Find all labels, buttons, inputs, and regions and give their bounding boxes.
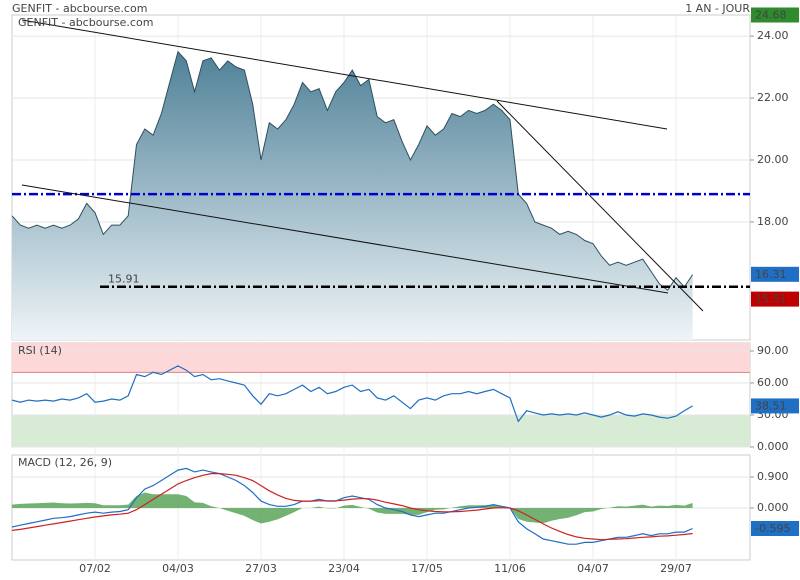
plot-layer <box>12 15 754 560</box>
y-tick-label: 0.000 <box>757 440 789 453</box>
x-tick-label: 04/07 <box>577 562 609 575</box>
chart-title: GENFIT - abcbourse.com <box>12 2 147 15</box>
indicator-line <box>12 473 693 541</box>
value-badge <box>751 266 799 282</box>
y-tick-label: 0.900 <box>757 470 789 483</box>
value-badge <box>751 291 799 307</box>
value-badge-label: -0.595 <box>755 522 790 535</box>
x-tick-label: 23/04 <box>328 562 360 575</box>
x-tick-label: 29/07 <box>660 562 692 575</box>
x-tick-label: 04/03 <box>162 562 194 575</box>
y-tick-label: 0.000 <box>757 501 789 514</box>
overlay-layer: 07/02 04/03 27/03 23/04 17/05 11/06 04/07 29/07… <box>18 7 799 575</box>
value-badge-label: 38.51 <box>755 399 787 412</box>
value-badge-label: 16.31 <box>755 268 787 281</box>
indicator-line <box>12 365 693 423</box>
value-badge-label: 24.68 <box>755 9 787 22</box>
histogram-area <box>12 492 693 524</box>
panel-title: RSI (14) <box>18 344 62 357</box>
indicator-line <box>12 467 693 545</box>
y-tick-label: 22.00 <box>757 91 789 104</box>
trend-lines <box>21 19 704 312</box>
x-tick-label: 07/02 <box>79 562 111 575</box>
value-badge <box>751 521 799 536</box>
price-area <box>12 51 693 340</box>
y-tick-label: 60.00 <box>757 376 789 389</box>
value-badge <box>751 7 799 23</box>
trend-line <box>496 100 704 312</box>
zone <box>12 415 750 447</box>
x-tick-label: 27/03 <box>245 562 277 575</box>
y-tick-label: 90.00 <box>757 344 789 357</box>
panel-title: GENFIT - abcbourse.com <box>18 16 153 29</box>
y-tick-label: 24.00 <box>757 29 789 42</box>
price-line <box>12 50 694 291</box>
value-badge-label: 15.51 <box>755 293 787 306</box>
trend-line <box>21 184 669 294</box>
zone <box>12 343 750 373</box>
panel-title: MACD (12, 26, 9) <box>18 456 112 469</box>
value-badge <box>751 398 799 414</box>
reference-label: 15.91 <box>108 273 140 286</box>
y-tick-label: 18.00 <box>757 215 789 228</box>
x-tick-label: 17/05 <box>411 562 443 575</box>
x-tick-label: 11/06 <box>494 562 526 575</box>
trend-line <box>21 19 668 130</box>
y-tick-label: 20.00 <box>757 153 789 166</box>
period: 1 AN - JOUR <box>685 2 750 15</box>
